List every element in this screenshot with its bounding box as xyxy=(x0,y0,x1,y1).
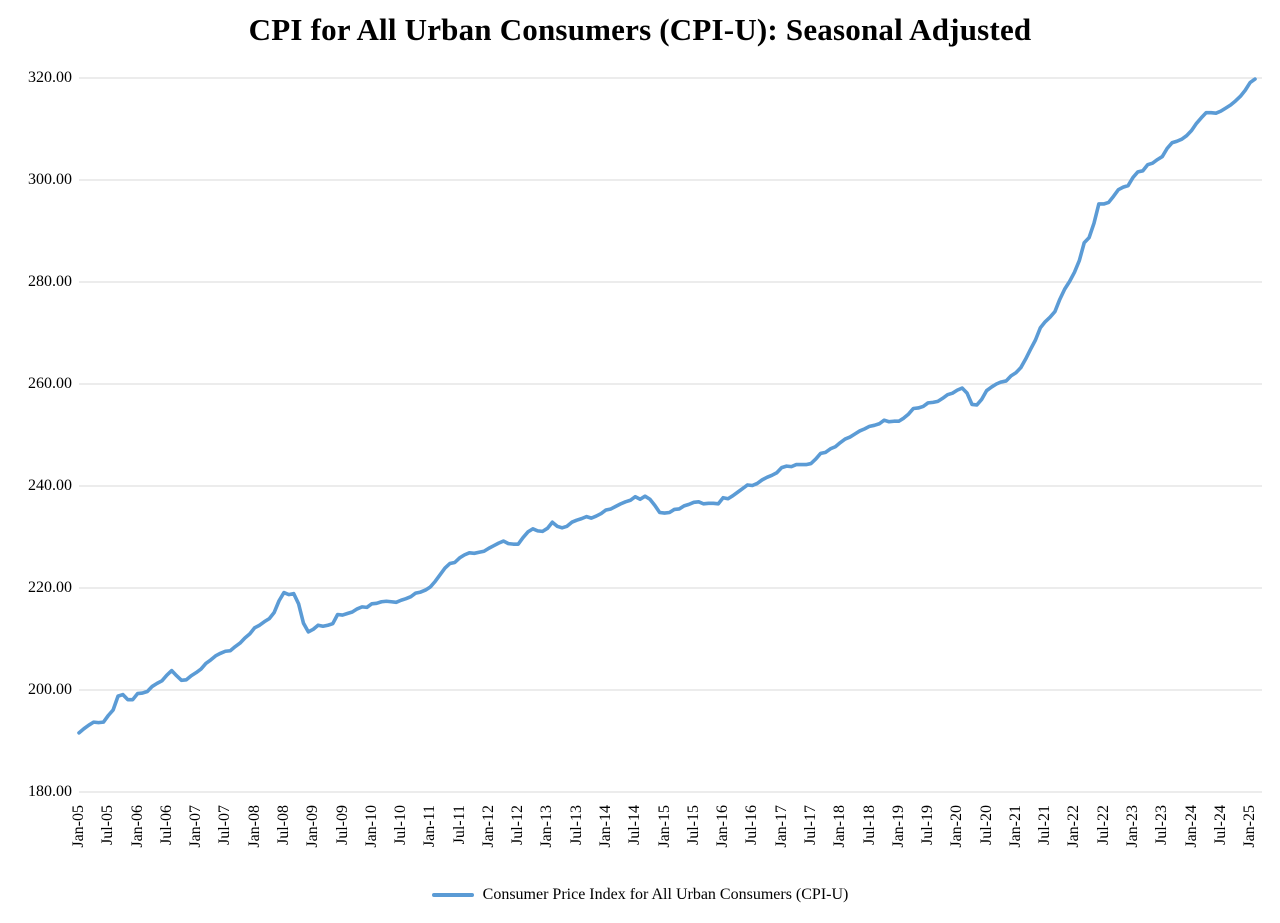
x-axis-tick-label: Jan-23 xyxy=(1124,805,1141,848)
x-axis-tick-label: Jan-24 xyxy=(1182,805,1200,848)
x-axis-tick-label: Jul-11 xyxy=(450,805,468,845)
x-axis-tick-label: Jul-10 xyxy=(392,805,410,845)
x-axis-tick-label: Jul-08 xyxy=(274,805,292,845)
x-axis-tick-label: Jul-15 xyxy=(684,805,702,845)
y-axis-tick-label: 280.00 xyxy=(28,273,72,290)
x-axis-tick-label: Jan-10 xyxy=(362,805,380,848)
cpi-series-line xyxy=(77,77,1257,735)
x-axis-tick-label: Jul-16 xyxy=(743,805,761,845)
y-axis-tick-label: 200.00 xyxy=(28,681,72,698)
y-axis-tick-label: 180.00 xyxy=(28,783,72,800)
x-axis-tick-label: Jan-13 xyxy=(538,805,556,848)
x-axis-tick-label: Jul-18 xyxy=(860,805,878,845)
y-axis-tick-label: 300.00 xyxy=(28,171,72,188)
x-axis-tick-label: Jul-17 xyxy=(801,805,819,845)
x-axis-tick-label: Jan-14 xyxy=(597,805,614,848)
y-axis-tick-label: 260.00 xyxy=(28,375,72,392)
y-axis-tick-label: 320.00 xyxy=(28,69,72,86)
chart-title: CPI for All Urban Consumers (CPI-U): Sea… xyxy=(248,12,1032,47)
x-axis-tick-label: Jan-06 xyxy=(128,805,146,848)
x-axis-tick-label: Jul-14 xyxy=(626,805,644,845)
x-axis-tick-label: Jul-13 xyxy=(567,805,585,845)
series-group xyxy=(77,77,1257,735)
x-axis-tick-label: Jul-22 xyxy=(1094,805,1112,845)
x-axis-tick-label: Jan-25 xyxy=(1241,805,1259,848)
x-axis-tick-label: Jan-22 xyxy=(1065,805,1083,848)
x-axis-tick-label: Jan-11 xyxy=(421,805,439,848)
y-axis-tick-label: 240.00 xyxy=(28,477,72,494)
x-axis-tick-label: Jul-09 xyxy=(333,805,351,845)
y-axis-tick-label: 220.00 xyxy=(28,579,72,596)
x-axis-tick-label: Jul-05 xyxy=(99,805,117,845)
x-axis-tick-label: Jan-18 xyxy=(831,805,849,848)
legend-label: Consumer Price Index for All Urban Consu… xyxy=(482,886,849,903)
x-axis-tick-label: Jan-20 xyxy=(948,805,966,848)
x-axis-tick-label: Jul-07 xyxy=(216,805,234,845)
x-axis-tick-label: Jul-20 xyxy=(977,805,995,845)
x-axis-tick-label: Jul-19 xyxy=(919,805,937,845)
x-axis-tick-label: Jul-12 xyxy=(509,805,527,845)
x-axis-tick-label: Jul-24 xyxy=(1211,805,1229,845)
x-axis-tick-label: Jan-16 xyxy=(714,805,732,848)
legend-line-swatch xyxy=(431,893,474,897)
x-axis-tick-label: Jan-07 xyxy=(187,805,205,848)
x-axis-tick-label: Jul-21 xyxy=(1036,805,1054,845)
x-axis-tick-label: Jan-19 xyxy=(889,805,907,848)
x-axis-tick-label: Jul-23 xyxy=(1153,805,1171,845)
x-axis-tick-label: Jan-08 xyxy=(245,805,263,848)
x-axis-tick-label: Jan-15 xyxy=(655,805,673,848)
legend: Consumer Price Index for All Urban Consu… xyxy=(0,883,1280,907)
x-axis-tick-label: Jan-12 xyxy=(479,805,497,848)
x-axis-tick-label: Jan-21 xyxy=(1006,805,1024,848)
x-axis-tick-label: Jan-09 xyxy=(304,805,322,848)
x-axis-tick-label: Jan-17 xyxy=(772,805,790,848)
gridlines xyxy=(79,77,1262,793)
x-axis-tick-label: Jul-06 xyxy=(157,805,175,845)
x-axis-tick-label: Jan-05 xyxy=(70,805,87,848)
